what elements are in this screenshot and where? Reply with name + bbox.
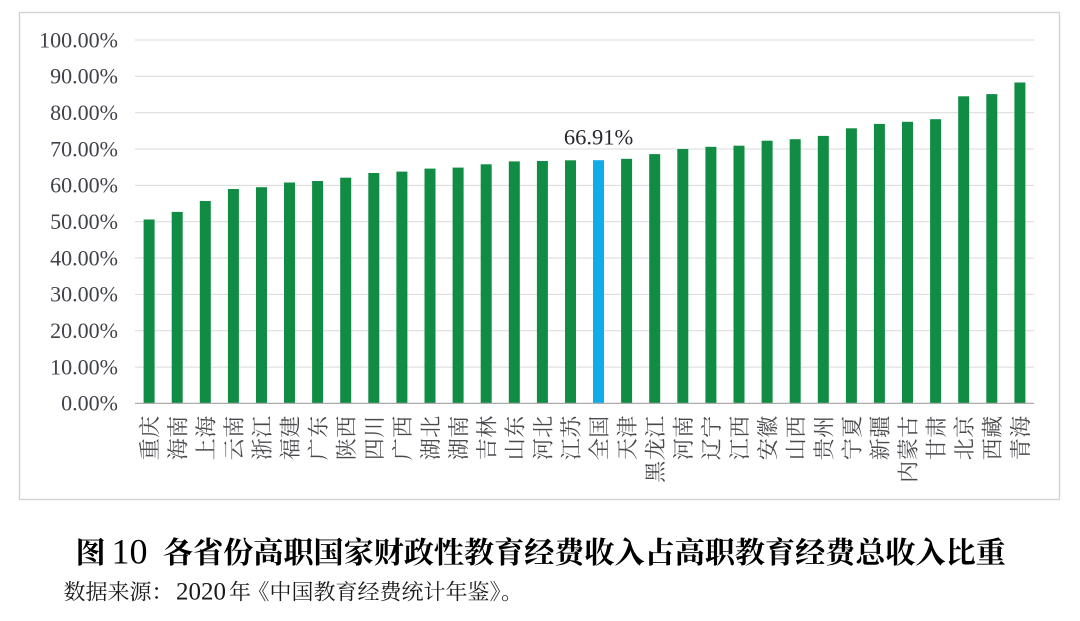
svg-text:20.00%: 20.00%	[50, 318, 118, 343]
svg-text:60.00%: 60.00%	[50, 173, 118, 198]
svg-text:2020: 2020	[176, 579, 226, 606]
svg-text:50.00%: 50.00%	[50, 209, 118, 234]
svg-text:80.00%: 80.00%	[50, 100, 118, 125]
svg-text:90.00%: 90.00%	[50, 64, 118, 89]
svg-text:100.00%: 100.00%	[39, 27, 118, 52]
svg-text:66.91%: 66.91%	[564, 125, 633, 150]
svg-text:40.00%: 40.00%	[50, 245, 118, 270]
svg-text:70.00%: 70.00%	[50, 136, 118, 161]
svg-text:0.00%: 0.00%	[61, 391, 118, 416]
svg-text:10.00%: 10.00%	[50, 354, 118, 379]
svg-text:30.00%: 30.00%	[50, 282, 118, 307]
svg-text:10: 10	[112, 532, 148, 572]
